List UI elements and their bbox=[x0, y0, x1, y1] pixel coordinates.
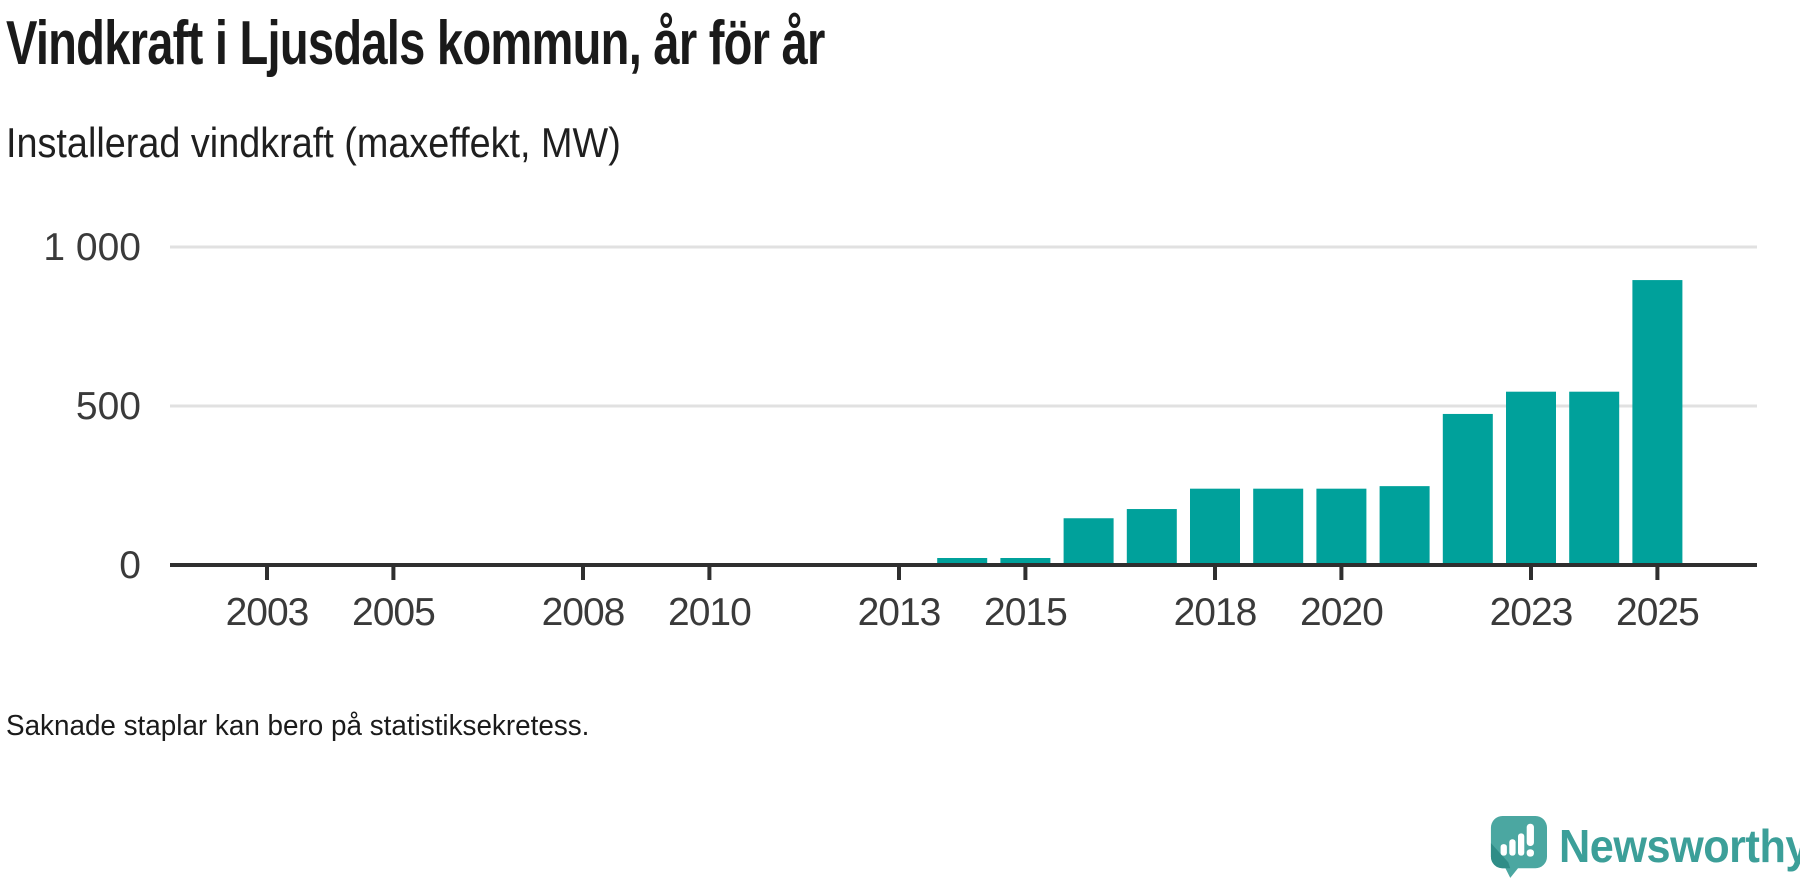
y-tick-label: 500 bbox=[76, 385, 141, 428]
x-tick-label: 2003 bbox=[226, 591, 309, 634]
x-tick-label: 2015 bbox=[984, 591, 1067, 634]
x-tick-label: 2013 bbox=[858, 591, 941, 634]
x-tick-label: 2018 bbox=[1174, 591, 1257, 634]
x-tick bbox=[1529, 567, 1533, 580]
gridline bbox=[170, 245, 1757, 249]
footnote: Saknade staplar kan bero på statistiksek… bbox=[6, 710, 590, 742]
x-tick bbox=[1655, 567, 1660, 580]
x-tick-label: 2008 bbox=[542, 591, 625, 634]
gridline bbox=[170, 404, 1757, 408]
x-tick-label: 2020 bbox=[1300, 591, 1383, 634]
x-tick bbox=[707, 567, 712, 580]
logo-exclamation-bar bbox=[1526, 823, 1534, 846]
bar-2022 bbox=[1442, 413, 1493, 565]
bar-2016 bbox=[1063, 518, 1114, 565]
bar-2020 bbox=[1316, 488, 1367, 565]
x-tick bbox=[1213, 567, 1217, 580]
y-tick-label: 1 000 bbox=[43, 226, 141, 269]
x-tick bbox=[391, 567, 396, 580]
bar-2017 bbox=[1126, 509, 1177, 565]
newsworthy-logo: Newsworthy bbox=[1489, 814, 1800, 878]
bar-2023 bbox=[1506, 391, 1556, 565]
bar-2018 bbox=[1190, 488, 1240, 565]
x-axis-line bbox=[170, 563, 1757, 567]
y-tick-label: 0 bbox=[119, 544, 141, 587]
newsworthy-logo-icon bbox=[1490, 816, 1547, 878]
bar-2021 bbox=[1379, 486, 1430, 565]
x-tick bbox=[265, 567, 269, 580]
chart-title: Vindkraft i Ljusdals kommun, år för år bbox=[6, 9, 825, 78]
x-tick-label: 2005 bbox=[352, 591, 435, 634]
chart-subtitle: Installerad vindkraft (maxeffekt, MW) bbox=[6, 119, 621, 166]
logo-chart-icon bbox=[1500, 823, 1534, 857]
bar-2014 bbox=[937, 558, 988, 565]
x-tick bbox=[897, 567, 901, 580]
x-tick-label: 2010 bbox=[668, 591, 751, 634]
bar-2024 bbox=[1569, 391, 1620, 565]
bar-2019 bbox=[1253, 488, 1304, 565]
x-tick bbox=[1339, 567, 1344, 580]
bar-2025 bbox=[1632, 280, 1683, 565]
x-tick-label: 2023 bbox=[1490, 591, 1573, 634]
x-tick-label: 2025 bbox=[1616, 591, 1699, 634]
newsworthy-logo-text: Newsworthy bbox=[1559, 820, 1800, 872]
logo-exclamation-dot bbox=[1526, 849, 1534, 857]
bar-2015 bbox=[1000, 558, 1051, 565]
x-tick bbox=[1023, 567, 1028, 580]
x-tick bbox=[581, 567, 585, 580]
